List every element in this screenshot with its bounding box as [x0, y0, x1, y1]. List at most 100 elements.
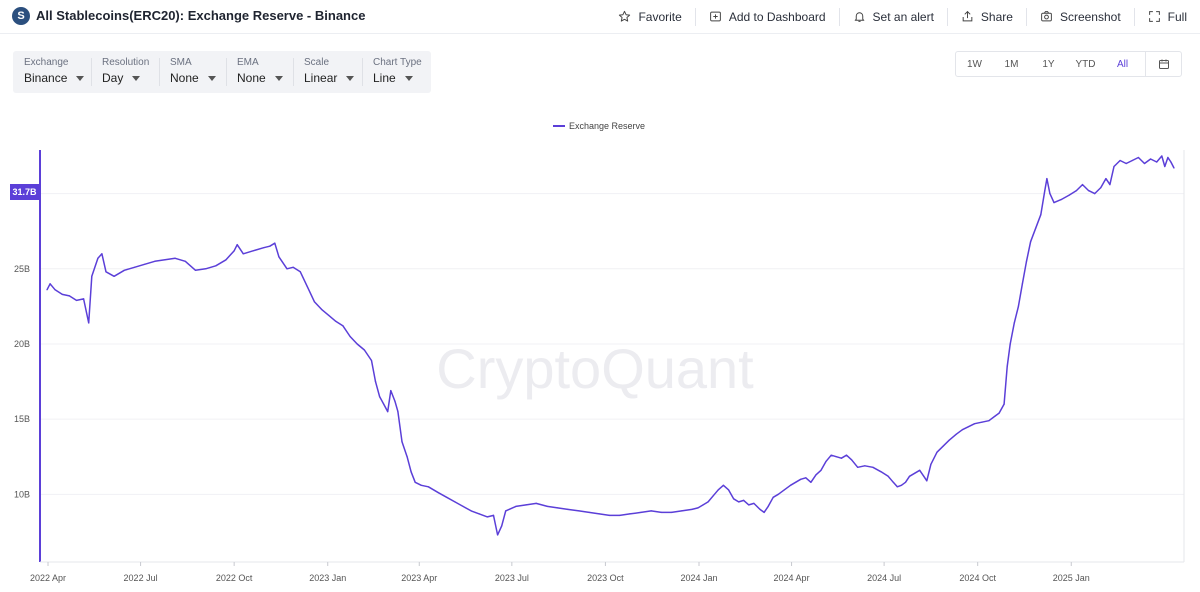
data-point	[835, 456, 837, 458]
scale-select[interactable]: Scale Linear	[293, 51, 362, 93]
data-point	[1025, 260, 1028, 262]
x-tick-label: 2024 Oct	[959, 573, 996, 583]
share-label: Share	[980, 9, 1013, 24]
add-to-dashboard-label: Add to Dashboard	[728, 9, 826, 24]
data-point	[815, 474, 817, 476]
data-point	[727, 489, 730, 491]
fullscreen-button[interactable]: Full	[1133, 7, 1200, 26]
exchange-select[interactable]: Exchange Binance	[13, 51, 91, 93]
star-icon	[619, 10, 631, 22]
data-point	[1131, 159, 1133, 162]
exchange-value: Binance	[24, 71, 68, 85]
data-point	[896, 486, 898, 488]
data-point	[486, 516, 488, 518]
data-point	[872, 466, 874, 468]
data-point	[68, 295, 70, 297]
header-actions: Favorite Add to Dashboard Set an alert S…	[605, 0, 1200, 33]
data-point	[233, 250, 235, 252]
data-point	[1100, 187, 1102, 189]
data-point	[546, 505, 549, 507]
data-point	[374, 381, 377, 383]
x-tick-label: 2024 Jul	[867, 573, 901, 583]
page-title: All Stablecoins(ERC20): Exchange Reserve…	[36, 8, 366, 23]
data-point	[1068, 194, 1070, 196]
data-point	[370, 359, 373, 362]
add-to-dashboard-button[interactable]: Add to Dashboard	[694, 7, 839, 26]
data-point	[1003, 403, 1005, 405]
chart-controls: Exchange Binance Resolution Day SMA None…	[13, 51, 431, 93]
share-button[interactable]: Share	[946, 7, 1026, 26]
data-point	[438, 492, 440, 494]
x-tick-label: 2022 Apr	[30, 573, 66, 583]
resolution-label: Resolution	[102, 57, 150, 68]
grid	[41, 193, 1184, 495]
legend-item[interactable]: Exchange Reserve	[569, 121, 645, 131]
data-point	[49, 283, 51, 285]
data-point	[619, 514, 621, 516]
data-point	[738, 501, 740, 503]
data-point	[743, 499, 745, 501]
range-1m-button[interactable]: 1M	[1004, 58, 1019, 70]
range-1y-button[interactable]: 1Y	[1042, 58, 1055, 70]
data-point	[887, 475, 889, 477]
data-point	[820, 469, 822, 471]
data-point	[133, 266, 136, 268]
data-point	[942, 445, 944, 447]
data-point	[864, 465, 866, 467]
data-point	[1105, 178, 1107, 180]
data-point	[967, 426, 970, 428]
data-point	[598, 513, 600, 515]
current-value-label: 31.7B	[12, 187, 37, 197]
screenshot-label: Screenshot	[1059, 9, 1121, 24]
data-point	[578, 510, 580, 512]
data-point	[164, 259, 166, 261]
data-point	[1053, 202, 1055, 204]
range-1w-button[interactable]: 1W	[967, 58, 982, 70]
data-point	[914, 472, 916, 474]
data-point	[194, 269, 197, 271]
set-alert-button[interactable]: Set an alert	[838, 7, 947, 26]
data-point	[588, 511, 590, 513]
ema-select[interactable]: EMA None	[226, 51, 293, 93]
data-point	[988, 420, 990, 422]
data-point	[306, 286, 308, 288]
data-point	[113, 275, 115, 277]
data-point	[1088, 190, 1090, 192]
data-point	[1049, 193, 1051, 195]
watermark: CryptoQuant	[436, 337, 754, 400]
data-point	[406, 456, 408, 458]
data-point	[851, 459, 853, 461]
screenshot-button[interactable]: Screenshot	[1025, 7, 1134, 26]
data-point	[670, 511, 673, 513]
data-point	[54, 289, 56, 291]
range-all-button[interactable]: All	[1116, 58, 1129, 70]
ema-label: EMA	[237, 57, 259, 68]
y-axis-ticks: 10B15B20B25B30B	[14, 189, 30, 500]
resolution-select[interactable]: Resolution Day	[91, 51, 159, 93]
data-point	[722, 484, 725, 486]
y-tick-label: 10B	[14, 489, 30, 499]
y-tick-label: 20B	[14, 339, 30, 349]
chevron-down-icon	[404, 75, 413, 81]
favorite-button[interactable]: Favorite	[605, 8, 694, 26]
x-axis-ticks: 2022 Apr 2022 Jul 2022 Oct 2023 Jan 2023 Apr…	[30, 562, 1090, 583]
data-point	[845, 454, 848, 456]
range-ytd-button[interactable]: YTD	[1075, 58, 1096, 70]
data-point	[478, 513, 480, 515]
data-points	[46, 155, 1175, 536]
calendar-button[interactable]	[1145, 52, 1181, 76]
data-point	[278, 256, 280, 258]
data-point	[994, 415, 996, 417]
data-point	[462, 505, 464, 507]
data-point	[383, 403, 385, 405]
sma-label: SMA	[170, 57, 192, 68]
data-point	[401, 441, 403, 443]
data-point	[608, 514, 611, 516]
data-point	[974, 423, 976, 425]
data-point	[535, 502, 537, 504]
chart-type-select[interactable]: Chart Type Line	[362, 51, 431, 93]
favorite-label: Favorite	[638, 9, 682, 24]
sma-select[interactable]: SMA None	[159, 51, 226, 93]
exchange-reserve-chart[interactable]: CryptoQuant Exchange Reserve 10B 15B 20B 25…	[0, 100, 1200, 592]
data-point	[1040, 214, 1042, 216]
